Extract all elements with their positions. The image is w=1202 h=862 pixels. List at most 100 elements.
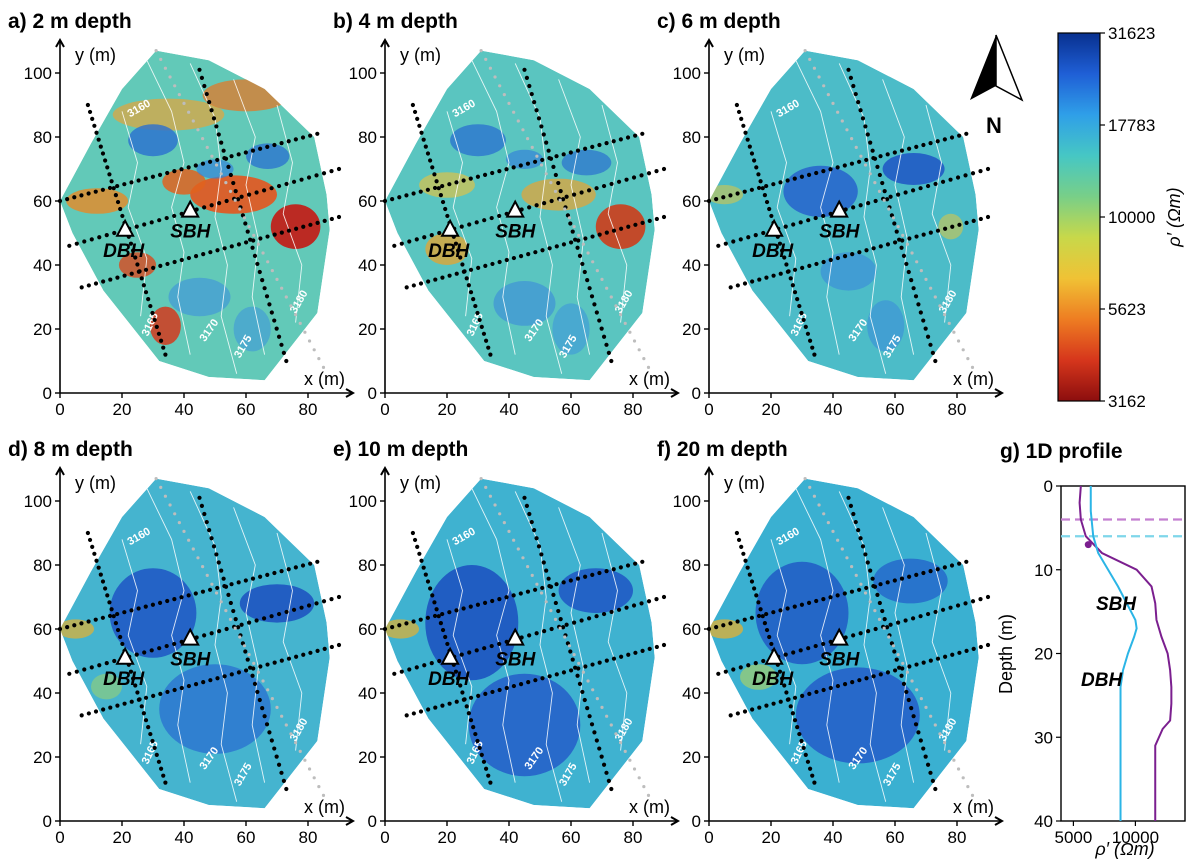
electrode: [428, 586, 433, 591]
electrode: [743, 558, 748, 563]
electrode: [814, 170, 819, 176]
electrode: [224, 626, 229, 632]
electrode: [860, 544, 866, 549]
survey-line-grey: [479, 477, 651, 798]
electrode: [111, 614, 116, 619]
electrode: [135, 690, 140, 695]
electrode: [572, 653, 576, 657]
electrode: [518, 254, 524, 259]
survey-line: [522, 67, 614, 364]
electrode: [885, 670, 891, 675]
electrode: [493, 75, 497, 79]
electrode: [900, 238, 905, 243]
electrode: [139, 704, 144, 709]
electrode: [907, 236, 912, 241]
electrode: [572, 225, 576, 229]
electrode: [269, 310, 274, 315]
electrode: [276, 334, 282, 339]
electrode: [964, 220, 969, 225]
map-axes: 0 20 40 60 80 0 20 40 60 80 100 x (m) y (m): [349, 469, 677, 847]
electrode: [527, 205, 532, 210]
survey-line-grey: [154, 49, 326, 369]
electrode: [265, 662, 270, 667]
survey-line: [79, 642, 342, 718]
electrode: [579, 190, 584, 195]
electrode: [924, 277, 928, 281]
electrode: [949, 135, 955, 140]
resistivity-anomaly: [162, 169, 206, 195]
y-tick-label: 80: [682, 128, 701, 147]
resistivity-anomaly: [246, 143, 290, 169]
electrode: [896, 225, 900, 229]
electrode: [964, 131, 969, 136]
electrode: [231, 608, 236, 614]
resistivity-anomaly: [450, 124, 506, 157]
electrode: [440, 199, 446, 205]
electrode: [728, 713, 733, 718]
electrode: [200, 589, 206, 594]
electrode: [892, 578, 897, 583]
electrode: [891, 216, 896, 220]
x-tick-label: 20: [438, 828, 457, 847]
electrode: [738, 237, 743, 242]
resistivity-map: [709, 478, 979, 809]
resistivity-anomaly: [385, 619, 420, 639]
colorbar-tick-label: 31623: [1108, 24, 1155, 43]
electrode: [646, 599, 652, 604]
electrode: [303, 758, 307, 762]
electrode: [254, 618, 259, 623]
electrode: [806, 172, 812, 177]
borehole-sbh-label: SBH: [819, 222, 860, 243]
electrode: [276, 183, 282, 189]
electrode: [532, 587, 538, 592]
electrode: [149, 648, 154, 653]
electrode: [831, 101, 835, 105]
electrode: [591, 688, 595, 692]
electrode: [293, 565, 298, 570]
electrode: [957, 222, 962, 227]
profile-series-label: SBH: [1096, 594, 1137, 615]
electrode: [476, 693, 481, 698]
survey-line: [197, 67, 289, 364]
electrode: [236, 242, 242, 247]
electrode: [851, 205, 856, 210]
borehole-sbh-label: SBH: [170, 222, 211, 243]
electrode: [918, 738, 923, 743]
electrode: [835, 683, 841, 689]
electrode: [317, 785, 321, 789]
electrode: [911, 286, 916, 291]
electrode: [479, 477, 483, 481]
electrode: [473, 731, 478, 737]
electrode: [486, 773, 491, 778]
electrode: [914, 662, 919, 667]
electrode: [905, 242, 910, 246]
electrode: [601, 611, 607, 617]
electrode: [219, 568, 224, 573]
electrode: [591, 260, 595, 264]
electrode: [419, 130, 424, 135]
electrode: [856, 587, 862, 592]
electrode: [734, 530, 740, 536]
electrode: [172, 597, 177, 602]
electrode: [221, 576, 226, 581]
electrode: [276, 762, 282, 767]
x-tick-label: 60: [237, 400, 256, 419]
electrode: [563, 207, 567, 211]
electrode: [586, 679, 590, 683]
electrode: [723, 669, 728, 674]
electrode: [456, 676, 461, 681]
electrode: [321, 171, 327, 176]
y-tick-label: 60: [682, 620, 701, 639]
x-tick-label: 40: [175, 828, 194, 847]
electrode: [209, 108, 214, 113]
electrode: [896, 653, 900, 657]
electrode: [892, 150, 897, 155]
resistivity-anomaly: [882, 153, 945, 185]
electrode: [122, 610, 127, 615]
electrode: [582, 269, 587, 275]
electrode: [524, 75, 530, 80]
profile-title: g) 1D profile: [1000, 440, 1123, 463]
resistivity-anomaly: [552, 303, 590, 355]
electrode: [97, 235, 102, 240]
